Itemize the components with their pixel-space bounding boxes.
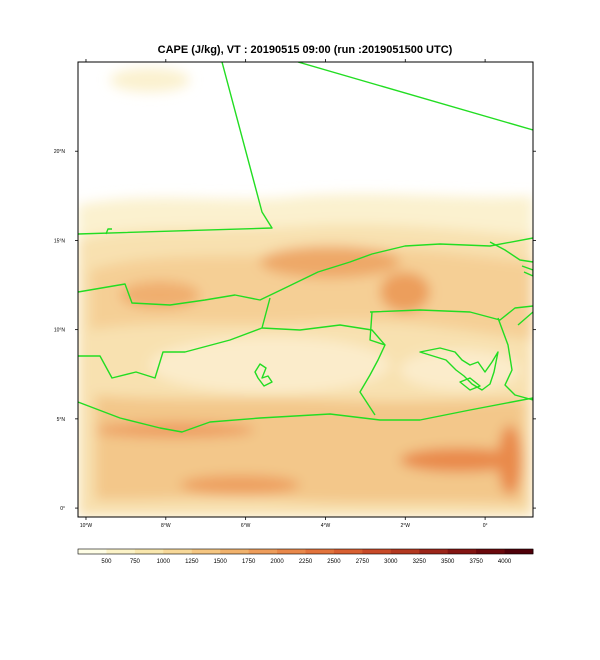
y-tick-label: 10°N bbox=[54, 328, 66, 334]
colorbar-swatch bbox=[390, 549, 420, 554]
colorbar-swatch bbox=[191, 549, 221, 554]
border-mali-mauritania-west bbox=[78, 62, 273, 235]
x-tick-label: 2°W bbox=[401, 523, 411, 529]
border-nigeria-east bbox=[497, 317, 533, 401]
cape-min-3 bbox=[110, 68, 190, 92]
colorbar-swatch bbox=[419, 549, 449, 554]
colorbar-swatch bbox=[134, 549, 164, 554]
y-tick-label: 15°N bbox=[54, 238, 66, 244]
inland-delta-1 bbox=[419, 347, 499, 391]
colorbar-swatch bbox=[362, 549, 392, 554]
cape-max-2 bbox=[380, 272, 430, 312]
colorbar-swatch bbox=[476, 549, 505, 554]
x-tick-label: 8°W bbox=[161, 523, 171, 529]
colorbar-frame bbox=[77, 548, 534, 555]
cape-max-7 bbox=[498, 425, 522, 495]
border-algeria-mali bbox=[297, 62, 533, 131]
colorbar-label: 500 bbox=[101, 559, 112, 565]
inland-delta-2 bbox=[459, 377, 481, 391]
y-tick-label: 20°N bbox=[54, 149, 66, 155]
cape-band-sahel bbox=[90, 248, 533, 340]
colorbar-label: 750 bbox=[130, 559, 141, 565]
cape-max-4 bbox=[400, 448, 520, 472]
colorbar-label: 3000 bbox=[384, 559, 398, 565]
map-title: CAPE (J/kg), VT : 20190515 09:00 (run :2… bbox=[157, 44, 453, 56]
colorbar-label: 2750 bbox=[356, 559, 370, 565]
y-axis: 0° 5°N 10°N 15°N 20°N bbox=[54, 149, 536, 512]
colorbar-label: 3250 bbox=[413, 559, 427, 565]
colorbar-swatch bbox=[220, 549, 250, 554]
x-tick-label: 0° bbox=[483, 523, 488, 529]
colorbar-label: 1500 bbox=[214, 559, 228, 565]
colorbar-labels: 500 750 1000 1250 1500 1750 2000 2250 2500 2750 30… bbox=[101, 559, 511, 565]
colorbar-swatch bbox=[504, 549, 534, 554]
x-tick-label: 4°W bbox=[321, 523, 331, 529]
plot-area bbox=[78, 62, 533, 517]
colorbar-label: 2500 bbox=[327, 559, 341, 565]
colorbar-label: 1750 bbox=[242, 559, 256, 565]
x-tick-label: 10°W bbox=[80, 523, 93, 529]
border-sahel-north bbox=[78, 237, 533, 306]
border-mauritania-coast bbox=[105, 228, 112, 235]
colorbar-swatch bbox=[248, 549, 278, 554]
colorbar bbox=[77, 548, 534, 555]
colorbar-swatch bbox=[277, 549, 306, 554]
colorbar-label: 3750 bbox=[469, 559, 483, 565]
cape-min-2 bbox=[400, 350, 520, 390]
colorbar-label: 1000 bbox=[157, 559, 171, 565]
colorbar-swatch bbox=[333, 549, 363, 554]
border-ghana-togo bbox=[369, 311, 386, 346]
country-borders bbox=[78, 62, 533, 433]
colorbar-label: 3500 bbox=[441, 559, 455, 565]
colorbar-label: 2250 bbox=[299, 559, 313, 565]
cape-min-1 bbox=[150, 337, 390, 393]
cape-max-6 bbox=[95, 422, 255, 438]
y-tick-label: 5°N bbox=[57, 417, 66, 423]
colorbar-label: 1250 bbox=[185, 559, 199, 565]
colorbar-swatch bbox=[305, 549, 335, 554]
border-lake-chad bbox=[517, 311, 533, 326]
colorbar-label: 2000 bbox=[270, 559, 284, 565]
cape-max-3 bbox=[120, 281, 200, 309]
border-bend-1 bbox=[489, 241, 533, 263]
x-axis: 10°W 8°W 6°W 4°W 2°W 0° bbox=[80, 59, 488, 529]
border-small-east bbox=[521, 265, 533, 277]
colorbar-label: 4000 bbox=[498, 559, 512, 565]
lake-volta bbox=[254, 363, 273, 387]
border-senegal-guinea bbox=[78, 297, 271, 379]
colorbar-swatch bbox=[163, 549, 193, 554]
cape-max-1 bbox=[260, 246, 400, 278]
colorbar-swatch bbox=[447, 549, 477, 554]
colorbar-swatch bbox=[78, 549, 107, 554]
cape-max-5 bbox=[180, 475, 300, 495]
cape-field bbox=[78, 68, 533, 517]
colorbar-swatch bbox=[106, 549, 136, 554]
y-tick-label: 0° bbox=[60, 506, 65, 512]
coastline-gulf-of-guinea bbox=[78, 397, 533, 433]
border-niger-nigeria bbox=[369, 305, 533, 321]
plot-frame bbox=[77, 61, 534, 518]
x-tick-label: 6°W bbox=[241, 523, 251, 529]
